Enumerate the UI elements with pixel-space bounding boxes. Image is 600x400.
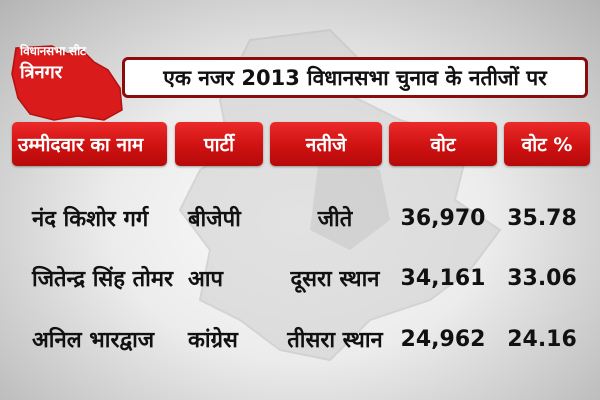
constituency-map-logo-icon [11, 45, 123, 121]
row-2-votes: 34,161 [400, 265, 486, 291]
header-party: पार्टी [175, 122, 263, 166]
header-result: नतीजे [270, 122, 382, 166]
row-3-party: कांग्रेस [188, 328, 238, 353]
page-title: एक नजर 2013 विधानसभा चुनाव के नतीजों पर [122, 57, 588, 98]
row-1-party: बीजेपी [188, 207, 241, 232]
row-3-candidate-name: अनिल भारद्वाज [32, 328, 155, 353]
row-1-vote-percent: 35.78 [507, 205, 577, 231]
logo-constituency-name: त्रिनगर [20, 62, 63, 83]
header-vote-percent: वोट % [504, 122, 590, 166]
header-candidate-name: उम्मीदवार का नाम [12, 122, 167, 166]
row-2-candidate-name: जितेन्द्र सिंह तोमर [32, 267, 174, 292]
row-3-result: तीसरा स्थान [287, 328, 383, 353]
row-1-result: जीते [317, 207, 353, 232]
row-1-votes: 36,970 [400, 205, 486, 231]
header-votes: वोट [389, 122, 497, 166]
row-3-votes: 24,962 [400, 326, 486, 352]
row-2-result: दूसरा स्थान [290, 267, 380, 292]
row-2-vote-percent: 33.06 [507, 265, 577, 291]
constituency-label: विधानसभा सीट त्रिनगर [20, 42, 86, 84]
logo-subtitle: विधानसभा सीट [20, 44, 86, 58]
row-1-candidate-name: नंद किशोर गर्ग [32, 207, 149, 232]
row-3-vote-percent: 24.16 [507, 326, 577, 352]
row-2-party: आप [188, 267, 223, 292]
